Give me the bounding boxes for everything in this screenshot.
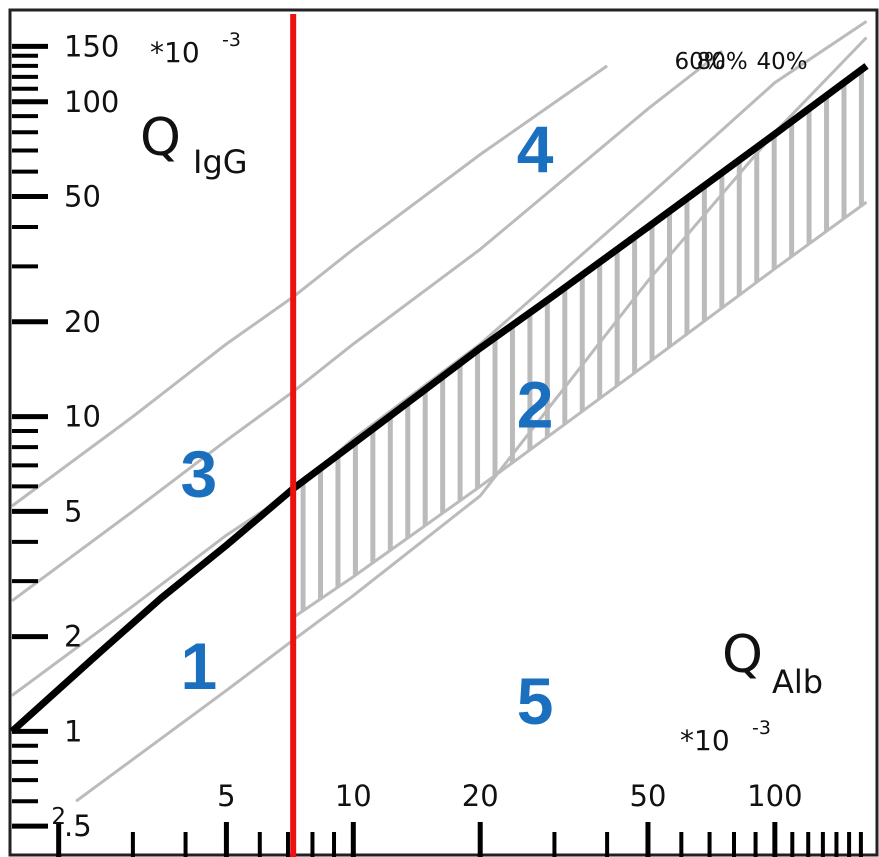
region-label: 3 [180, 437, 217, 511]
fraction-label: 60% [674, 49, 725, 75]
y-axis-title-sub: IgG [193, 143, 248, 181]
x-tick-label: 5 [217, 779, 235, 813]
x-axis-title: Q Alb [722, 625, 823, 701]
x-axis-unit-factor: *10 [680, 724, 730, 757]
x-axis-ticks: 2 5 10 20 50 100 [51, 779, 863, 857]
x-tick-label: 50 [630, 779, 667, 813]
reference-lines [11, 20, 868, 803]
x-axis-title-sub: Alb [772, 663, 823, 701]
y-tick-label: 150 [64, 29, 119, 63]
region-label: 1 [180, 629, 217, 703]
y-tick-label: .5 [64, 809, 92, 843]
x-tick-label: 100 [747, 779, 802, 813]
y-tick-label: 10 [64, 400, 101, 434]
x-tick-label: 2 [51, 804, 66, 830]
fraction-line [75, 36, 868, 803]
y-axis-ticks: .5 1 2 5 10 20 50 100 150 [12, 29, 119, 843]
y-tick-label: 1 [64, 714, 82, 748]
y-tick-label: 5 [64, 494, 82, 528]
x-tick-label: 20 [462, 779, 499, 813]
y-axis-title-main: Q [140, 108, 181, 168]
upper-limit-curve [9, 63, 869, 735]
x-axis-unit-exponent: -3 [752, 717, 771, 739]
region-label: 2 [517, 367, 554, 441]
y-tick-label: 50 [64, 180, 101, 214]
region-label: 4 [517, 112, 554, 186]
fraction-labels: 40% 60%80% [674, 49, 807, 75]
fraction-line [11, 49, 724, 603]
fraction-line [11, 20, 868, 697]
region-label: 5 [517, 664, 554, 738]
y-tick-label: 20 [64, 305, 101, 339]
y-tick-label: 2 [64, 620, 82, 654]
upper-limit-line [9, 63, 869, 735]
x-tick-label: 10 [335, 779, 372, 813]
hatched-region [300, 69, 864, 611]
y-axis-unit: *10 -3 [150, 29, 241, 69]
y-tick-label: 100 [64, 85, 119, 119]
x-axis-title-main: Q [722, 625, 763, 685]
y-axis-title: Q IgG [140, 108, 248, 181]
x-axis-unit: *10 -3 [680, 717, 771, 757]
fraction-label: 80% [697, 49, 748, 75]
lower-limit-line [292, 200, 868, 619]
region-labels: 1 2 3 4 5 [180, 112, 553, 738]
y-axis-unit-factor: *10 [150, 36, 200, 69]
y-axis-unit-exponent: -3 [222, 29, 241, 51]
fraction-label: 40% [756, 49, 807, 75]
